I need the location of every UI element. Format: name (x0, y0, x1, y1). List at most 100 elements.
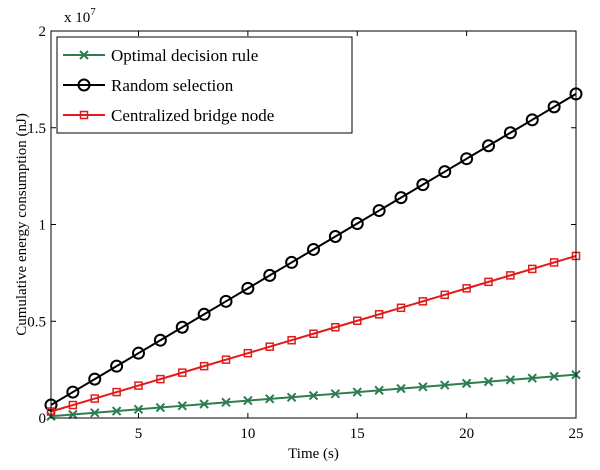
data-point-x-stroke (374, 385, 384, 396)
data-point-square (265, 342, 274, 351)
data-point-circle (88, 372, 102, 386)
y-tick-label: 1 (39, 218, 47, 234)
data-point-x (308, 390, 319, 401)
data-point-x (111, 406, 122, 416)
data-point-x (177, 401, 187, 411)
data-point-x (286, 392, 297, 403)
data-point-circle (438, 165, 452, 179)
data-point-x-stroke (177, 401, 187, 411)
data-point-circle (110, 359, 124, 373)
data-point-x (483, 376, 494, 387)
legend-label: Centralized bridge node (111, 106, 274, 125)
data-point-x (527, 373, 537, 383)
data-point-circle (372, 204, 386, 218)
data-point-circle (525, 113, 539, 127)
data-point-x (79, 50, 89, 60)
data-point-x-stroke (440, 380, 450, 390)
data-point-square (287, 335, 296, 345)
data-point-x-stroke (527, 373, 537, 383)
y-multiplier-exponent: 7 (90, 6, 96, 18)
data-point-circle (175, 320, 189, 334)
x-tick-label: 25 (569, 426, 584, 442)
data-point-square (353, 316, 362, 326)
legend-box (56, 36, 353, 134)
data-point-x-stroke (461, 378, 472, 389)
data-point-x-stroke (111, 406, 122, 416)
data-point-x-stroke (155, 402, 166, 413)
data-point-circle (482, 139, 495, 153)
series-line (50, 93, 577, 406)
y-axis-label: Cumulative energy consumption (nJ) (14, 113, 30, 336)
data-point-x-stroke (352, 387, 362, 397)
data-point-x (68, 409, 78, 420)
y-tick-label: 0 (39, 411, 47, 427)
y-tick-label: 2 (39, 24, 47, 40)
data-point-x (374, 385, 384, 396)
data-point-square (90, 394, 99, 403)
data-point-circle (285, 255, 299, 269)
data-point-circle (394, 191, 408, 205)
data-point-square (331, 322, 340, 332)
data-point-x (352, 387, 362, 397)
data-point-square (309, 329, 318, 338)
data-point-x-stroke (243, 395, 253, 406)
legend-label: Optimal decision rule (111, 46, 258, 65)
data-point-x-stroke (286, 392, 297, 403)
data-point-circle (197, 307, 211, 321)
data-point-x-stroke (79, 50, 89, 60)
data-point-x (549, 371, 559, 382)
y-tick-label: 1.5 (27, 121, 46, 137)
data-point-x (418, 382, 428, 392)
data-point-square (440, 290, 449, 300)
data-point-circle (132, 346, 145, 360)
data-point-x-stroke (418, 382, 428, 392)
data-point-x-stroke (330, 389, 341, 399)
x-tick-label: 15 (350, 426, 365, 442)
data-point-square (396, 303, 406, 313)
data-point-square (549, 258, 559, 267)
data-point-x (243, 395, 253, 406)
data-point-x (330, 389, 341, 399)
data-point-circle (153, 333, 167, 347)
data-point-circle (328, 229, 342, 243)
data-point-x-stroke (549, 371, 559, 382)
x-tick-label: 10 (240, 426, 255, 442)
y-axis-multiplier: x 107 (64, 6, 96, 26)
data-point-square (506, 271, 515, 280)
data-point-square (484, 277, 493, 287)
plot-marks (44, 87, 583, 421)
data-point-x (396, 383, 406, 394)
data-point-x (221, 397, 231, 408)
data-point-circle (77, 78, 91, 92)
series-1 (44, 87, 583, 412)
data-point-square (528, 264, 537, 274)
data-point-circle (263, 268, 277, 282)
data-point-x-stroke (308, 390, 319, 401)
ticks: 5 10 15 20 25 0 0.5 1 1.5 2 (27, 24, 583, 442)
data-point-circle (66, 385, 80, 399)
data-point-square (462, 284, 471, 293)
data-point-square (243, 348, 253, 358)
data-point-circle (460, 152, 474, 166)
data-point-x (461, 378, 472, 389)
data-point-square (68, 400, 78, 410)
legend: Optimal decision rule Random selection Cen… (56, 36, 353, 134)
data-point-x (265, 394, 275, 404)
data-point-square (134, 381, 143, 390)
data-point-square (221, 355, 231, 364)
series-0 (46, 369, 581, 421)
data-point-circle (219, 294, 233, 308)
data-point-x (90, 408, 100, 418)
y-tick-label: 0.5 (27, 314, 46, 330)
data-point-x-stroke (68, 409, 78, 420)
data-point-square (112, 387, 121, 397)
data-point-circle (350, 217, 364, 231)
x-tick-label: 20 (459, 426, 474, 442)
data-point-circle (547, 100, 561, 114)
y-multiplier-base: x 10 (64, 10, 90, 26)
data-point-circle (241, 281, 255, 295)
data-point-square (199, 361, 209, 371)
legend-label: Random selection (111, 76, 234, 95)
data-point-x-stroke (90, 408, 100, 418)
